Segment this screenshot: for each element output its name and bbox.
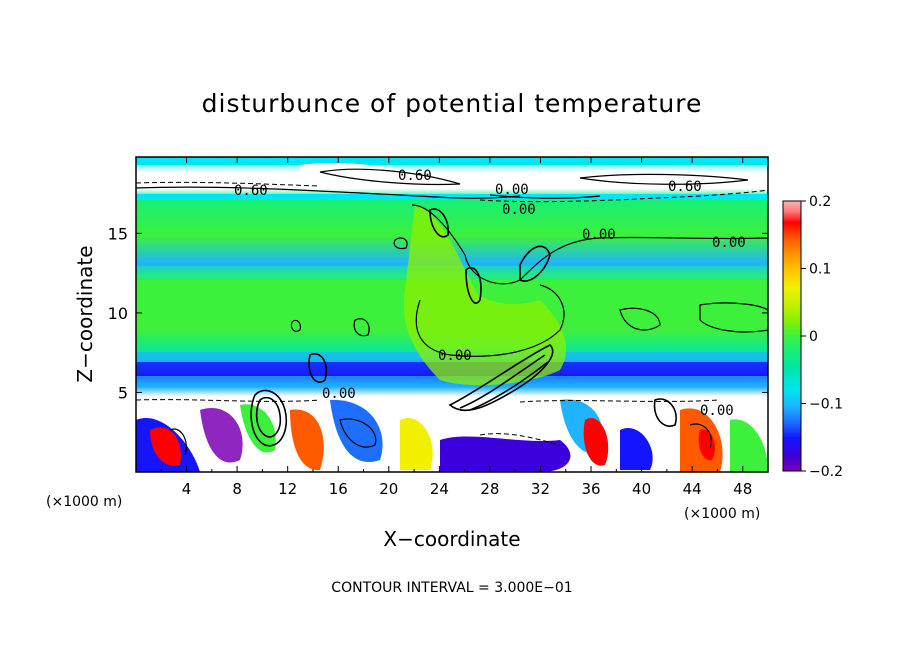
contour-label: 0.60 xyxy=(234,183,268,199)
x-tick-label: 24 xyxy=(430,480,449,498)
x-tick-label: 8 xyxy=(232,480,242,498)
colorbar-tick-label: −0.2 xyxy=(809,464,843,480)
x-tick-label: 44 xyxy=(683,480,702,498)
contour-label: 0.00 xyxy=(700,403,734,419)
x-unit-label: (×1000 m) xyxy=(684,506,760,522)
y-axis-title: Z−coordinate xyxy=(73,245,97,382)
contour-label: 0.00 xyxy=(502,202,536,218)
contour-interval-note: CONTOUR INTERVAL = 3.000E−01 xyxy=(331,580,572,596)
x-tick-label: 16 xyxy=(329,480,348,498)
contour-label: 0.60 xyxy=(668,179,702,195)
x-tick-label: 40 xyxy=(632,480,651,498)
colorbar-tick-label: 0 xyxy=(809,329,818,345)
y-tick-label: 15 xyxy=(108,224,128,243)
y-tick-label: 5 xyxy=(118,383,128,402)
x-tick-label: 20 xyxy=(379,480,398,498)
colorbar-ticks: 0.2 0.1 0 −0.1 −0.2 xyxy=(801,194,843,480)
contour-label: 0.00 xyxy=(582,227,616,243)
z-unit-label: (×1000 m) xyxy=(46,494,122,510)
colorbar-tick-label: 0.1 xyxy=(809,262,831,278)
contour-label: 0.00 xyxy=(712,235,746,251)
x-tick-label: 4 xyxy=(182,480,192,498)
colorbar-tick-label: 0.2 xyxy=(809,194,831,210)
plot-frame xyxy=(135,156,769,473)
x-tick-label: 36 xyxy=(581,480,600,498)
contour-label: 0.00 xyxy=(495,182,529,198)
colorbar xyxy=(782,200,802,472)
x-tick-label: 48 xyxy=(733,480,752,498)
x-axis-title: X−coordinate xyxy=(383,527,520,551)
y-tick-label: 10 xyxy=(108,304,128,323)
y-axis: 5 10 15 xyxy=(108,224,768,402)
heatmap-field xyxy=(136,157,768,472)
contour-label: 0.60 xyxy=(398,168,432,184)
contour-label: 0.00 xyxy=(438,348,472,364)
colorbar-tick-label: −0.1 xyxy=(809,397,843,413)
x-tick-label: 32 xyxy=(531,480,550,498)
contour-label: 0.00 xyxy=(322,386,356,402)
x-tick-label: 28 xyxy=(480,480,499,498)
chart-title: disturbunce of potential temperature xyxy=(202,89,703,118)
contour-labels: 0.60 0.60 0.00 0.00 0.60 0.00 0.00 0.00 … xyxy=(234,168,746,419)
x-axis: 4 8 12 16 20 24 28 32 36 40 44 48 xyxy=(160,157,752,498)
x-tick-label: 12 xyxy=(278,480,297,498)
